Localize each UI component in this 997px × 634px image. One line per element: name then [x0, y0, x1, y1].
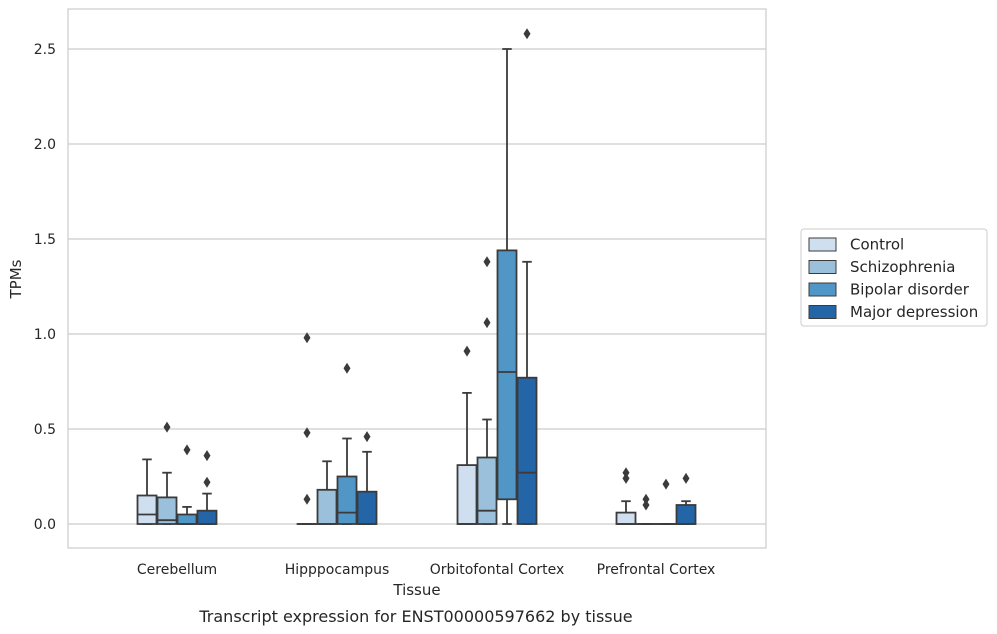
box	[136, 494, 158, 525]
outlier-point	[483, 317, 491, 329]
y-tick-label: 2.0	[34, 137, 56, 153]
legend-label: Schizophrenia	[850, 258, 955, 276]
y-tick-labels: 0.0 0.5 1.0 1.5 2.0 2.5	[34, 42, 56, 533]
box	[496, 249, 518, 501]
box	[156, 496, 178, 525]
box	[316, 488, 338, 525]
y-tick-label: 0.0	[34, 517, 56, 533]
outlier-point	[163, 421, 171, 433]
outlier-point	[642, 499, 650, 511]
plot-area	[67, 8, 767, 549]
legend-swatch	[808, 260, 837, 274]
legend-swatch	[808, 282, 837, 297]
outlier-point	[662, 478, 670, 490]
legend-label: Bipolar disorder	[850, 281, 970, 299]
x-tick-labels: Cerebellum Hipppocampus Orbitofontal Corte…	[137, 562, 715, 578]
y-tick-label: 1.5	[34, 232, 56, 248]
box	[196, 509, 218, 525]
x-axis-title: Tissue	[392, 581, 440, 599]
legend-swatch	[808, 237, 837, 252]
outlier-point	[622, 472, 630, 484]
x-tick-label: Orbitofontal Cortex	[430, 562, 565, 578]
box	[516, 376, 538, 525]
outlier-point	[343, 362, 351, 374]
box	[336, 475, 358, 525]
outlier-point	[622, 467, 630, 479]
outlier-point	[523, 28, 531, 40]
series-control	[136, 332, 637, 525]
y-axis-title: TPMs	[7, 259, 25, 299]
outlier-point	[463, 345, 471, 357]
box	[176, 513, 198, 525]
figure-caption: Transcript expression for ENST0000059766…	[198, 607, 632, 626]
outlier-point	[682, 472, 690, 484]
y-tick-label: 2.5	[34, 42, 56, 58]
outlier-point	[363, 431, 371, 443]
outlier-point	[203, 476, 211, 488]
outlier-point	[303, 493, 311, 505]
outlier-point	[183, 444, 191, 456]
box	[356, 490, 378, 525]
legend: Control Schizophrenia Bipolar disorder Majo…	[800, 228, 988, 327]
series-schizophrenia	[156, 256, 657, 525]
box	[675, 504, 697, 525]
legend-label: Major depression	[850, 303, 978, 321]
series-major-depression	[196, 28, 697, 525]
box-series	[136, 28, 697, 525]
legend-frame	[800, 228, 988, 327]
box	[476, 456, 498, 525]
box	[456, 464, 478, 525]
outlier-point	[642, 493, 650, 505]
x-tick-label: Hipppocampus	[285, 562, 390, 578]
legend-swatch	[808, 305, 837, 319]
x-tick-label: Cerebellum	[137, 562, 217, 578]
outlier-point	[303, 332, 311, 344]
y-tick-label: 0.5	[34, 422, 56, 438]
x-tick-label: Prefrontal Cortex	[597, 562, 716, 578]
series-bipolar-disorder	[176, 48, 677, 525]
y-tick-label: 1.0	[34, 327, 56, 343]
legend-label: Control	[850, 236, 904, 254]
outlier-point	[303, 427, 311, 439]
outlier-point	[483, 256, 491, 268]
outlier-point	[203, 450, 211, 462]
box	[615, 511, 637, 525]
